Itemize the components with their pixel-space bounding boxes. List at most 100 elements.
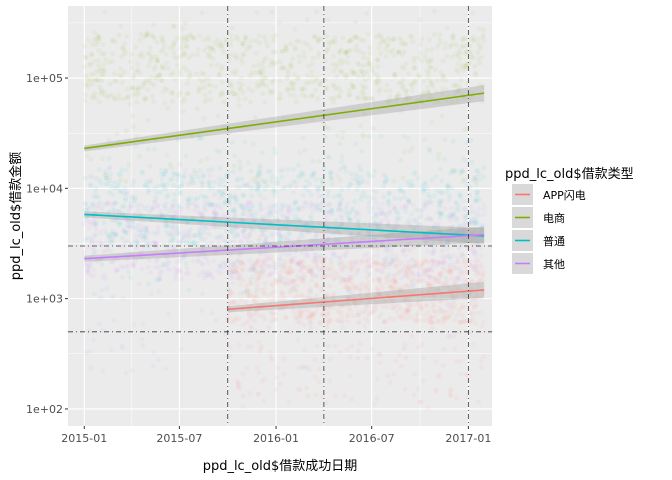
scatter-point — [97, 240, 103, 246]
scatter-point — [180, 235, 186, 240]
scatter-point — [231, 260, 236, 266]
scatter-point — [402, 386, 408, 392]
scatter-point — [325, 234, 331, 240]
scatter-point — [301, 172, 307, 177]
scatter-point — [114, 208, 120, 214]
scatter-point — [415, 263, 421, 269]
scatter-point — [474, 270, 480, 275]
scatter-point — [358, 258, 364, 264]
scatter-point — [189, 134, 195, 140]
scatter-point — [269, 281, 275, 287]
scatter-point — [418, 306, 424, 312]
scatter-point — [292, 26, 298, 32]
scatter-point — [338, 262, 344, 268]
scatter-point — [410, 39, 416, 45]
scatter-point — [231, 206, 237, 212]
scatter-point — [455, 88, 461, 94]
scatter-point — [144, 179, 150, 184]
scatter-point — [436, 318, 442, 324]
scatter-point — [257, 70, 263, 76]
scatter-point — [373, 267, 379, 273]
scatter-point — [358, 123, 364, 129]
scatter-point — [299, 294, 305, 300]
scatter-point — [270, 283, 276, 288]
scatter-point — [330, 252, 336, 257]
scatter-point — [240, 371, 246, 377]
scatter-point — [314, 304, 320, 310]
scatter-point — [444, 309, 450, 315]
scatter-point — [354, 178, 360, 184]
scatter-point — [359, 148, 365, 154]
scatter-point — [350, 83, 356, 89]
scatter-point — [386, 272, 392, 278]
scatter-point — [216, 187, 222, 193]
scatter-point — [110, 93, 116, 99]
scatter-point — [425, 200, 430, 206]
scatter-point — [358, 287, 363, 293]
scatter-point — [439, 308, 445, 314]
scatter-point — [460, 36, 466, 42]
scatter-point — [92, 240, 98, 246]
scatter-point — [291, 81, 297, 87]
scatter-point — [407, 95, 412, 101]
scatter-point — [241, 227, 247, 233]
scatter-point — [347, 260, 353, 266]
scatter-point — [411, 282, 416, 288]
scatter-point — [295, 292, 301, 298]
scatter-point — [236, 316, 242, 322]
scatter-point — [425, 192, 431, 198]
scatter-point — [454, 215, 460, 221]
scatter-point — [180, 180, 186, 186]
scatter-point — [339, 196, 344, 202]
scatter-point — [170, 170, 176, 176]
scatter-point — [475, 294, 481, 300]
scatter-point — [463, 263, 469, 269]
scatter-point — [217, 235, 222, 241]
scatter-point — [251, 266, 257, 272]
scatter-point — [353, 271, 359, 277]
scatter-point — [240, 267, 246, 273]
scatter-point — [248, 313, 254, 319]
scatter-point — [437, 201, 443, 207]
scatter-point — [125, 263, 131, 269]
scatter-point — [184, 36, 190, 42]
scatter-point — [147, 179, 153, 185]
scatter-point — [281, 261, 287, 267]
scatter-point — [201, 116, 207, 122]
scatter-point — [296, 205, 302, 210]
scatter-point — [300, 264, 306, 270]
scatter-point — [425, 282, 431, 288]
scatter-point — [392, 71, 398, 77]
scatter-point — [339, 187, 345, 193]
scatter-point — [331, 95, 337, 101]
scatter-point — [384, 82, 390, 88]
scatter-point — [311, 170, 317, 176]
scatter-point — [185, 196, 191, 202]
scatter-point — [202, 270, 208, 276]
scatter-point — [227, 251, 233, 257]
scatter-point — [226, 315, 231, 321]
scatter-point — [277, 306, 282, 312]
scatter-point — [418, 264, 424, 269]
scatter-point — [198, 158, 204, 164]
scatter-point — [261, 398, 266, 404]
scatter-point — [320, 257, 326, 262]
scatter-point — [404, 92, 410, 98]
scatter-point — [120, 235, 125, 241]
scatter-point — [475, 264, 481, 270]
scatter-point — [216, 241, 222, 247]
scatter-point — [221, 212, 226, 218]
scatter-point — [334, 317, 340, 323]
scatter-point — [135, 255, 141, 261]
scatter-point — [201, 230, 207, 236]
scatter-point — [479, 222, 485, 228]
scatter-point — [165, 65, 171, 71]
scatter-point — [285, 278, 291, 283]
scatter-point — [148, 32, 154, 38]
scatter-point — [306, 63, 311, 69]
scatter-point — [332, 35, 338, 41]
scatter-point — [253, 70, 258, 76]
scatter-point — [468, 138, 474, 144]
scatter-point — [134, 99, 140, 105]
scatter-point — [401, 297, 407, 303]
